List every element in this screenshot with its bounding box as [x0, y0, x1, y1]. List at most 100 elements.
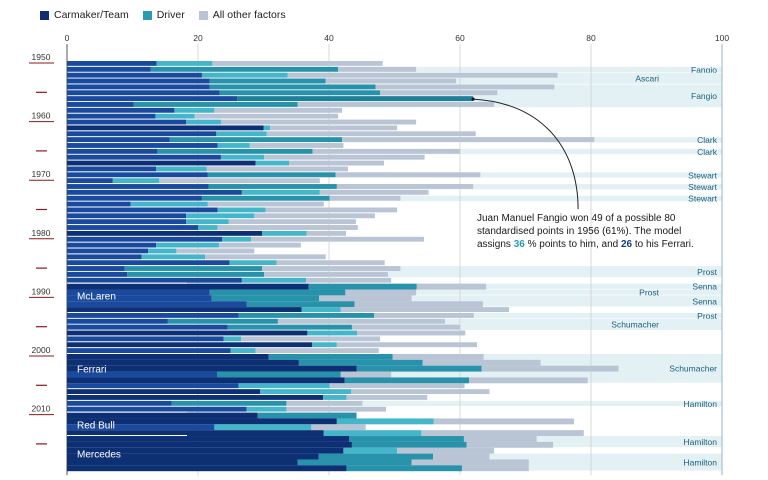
- bar-driver: [351, 441, 467, 448]
- bar-team: [67, 119, 187, 125]
- bar-team: [67, 289, 210, 296]
- legend-label: All other factors: [212, 9, 286, 21]
- bar-driver: [262, 230, 307, 236]
- annotation-line: standardised points in 1956 (61%). The m…: [477, 226, 682, 237]
- bar-other: [335, 172, 481, 178]
- bar-team: [67, 78, 210, 84]
- bar-team: [67, 96, 238, 102]
- legend-swatch-other: [198, 10, 208, 20]
- bar-other: [375, 84, 555, 90]
- bar-other: [351, 324, 460, 330]
- team-block-label: Red Bull: [77, 420, 115, 431]
- bar-other: [218, 242, 301, 248]
- champion-band: [67, 72, 722, 84]
- bar-team: [67, 107, 175, 113]
- bar-other: [421, 430, 584, 437]
- champion-band: [67, 84, 722, 108]
- bar-driver: [220, 154, 265, 160]
- bar-driver: [148, 248, 177, 254]
- bar-other: [297, 102, 495, 107]
- bar-team: [67, 207, 218, 213]
- bar-driver: [260, 389, 352, 395]
- bar-team: [67, 189, 242, 195]
- bar-team: [67, 354, 269, 360]
- bar-team: [67, 336, 224, 342]
- bar-other: [397, 447, 495, 454]
- bar-driver: [223, 336, 242, 342]
- bar-team: [67, 125, 264, 131]
- champion-label: Fangio: [691, 65, 717, 75]
- bar-driver: [130, 201, 208, 207]
- bar-driver: [344, 377, 470, 384]
- champion-label: Stewart: [688, 194, 717, 204]
- bar-other: [338, 66, 417, 72]
- bar-other: [205, 254, 326, 260]
- bar-team: [67, 143, 218, 148]
- legend-label: Driver: [156, 9, 185, 21]
- bar-driver: [186, 119, 221, 125]
- bar-driver: [255, 160, 290, 166]
- bar-team: [67, 195, 202, 201]
- bar-driver: [169, 137, 343, 143]
- bar-driver: [219, 90, 381, 96]
- bar-driver: [343, 447, 398, 454]
- bar-team: [67, 219, 187, 225]
- x-tick-label: 20: [193, 33, 203, 43]
- bar-team: [67, 178, 113, 184]
- bar-other: [206, 166, 348, 172]
- champion-label: Stewart: [688, 182, 717, 192]
- bar-team: [67, 102, 134, 107]
- bar-other: [380, 90, 498, 96]
- bar-other: [433, 418, 574, 425]
- bar-driver: [323, 395, 347, 400]
- bar-driver: [311, 342, 337, 348]
- y-tick-label: 2000: [32, 345, 51, 355]
- bar-other: [346, 395, 428, 400]
- bar-other: [254, 213, 375, 219]
- bar-other: [176, 248, 255, 254]
- bar-driver: [201, 72, 288, 78]
- bar-driver: [150, 66, 339, 72]
- bar-team: [67, 430, 324, 437]
- champion-label: Schumacher: [669, 364, 717, 374]
- bar-other: [354, 301, 483, 308]
- annotation-line: Juan Manuel Fangio won 49 of a possible …: [477, 213, 676, 224]
- bar-other: [336, 342, 478, 348]
- bar-team: [67, 277, 242, 283]
- bar-driver: [230, 348, 256, 353]
- team-block-label: Ferrari: [77, 365, 106, 376]
- bar-driver: [208, 184, 337, 189]
- bar-team: [67, 154, 221, 160]
- bar-driver: [209, 78, 326, 84]
- champion-label: Ascari: [635, 74, 659, 84]
- bar-team: [67, 307, 302, 312]
- bar-other: [357, 330, 466, 336]
- bar-driver: [298, 359, 423, 366]
- y-tick-label: 1950: [32, 52, 51, 62]
- annotation-text: assigns: [477, 239, 514, 250]
- y-tick-label: 2010: [32, 404, 51, 414]
- bar-team: [67, 84, 210, 90]
- bar-driver: [155, 113, 195, 119]
- champion-band: [67, 266, 722, 278]
- champion-label: Hamilton: [683, 437, 717, 447]
- bar-driver: [238, 383, 330, 389]
- bar-team: [67, 436, 350, 442]
- bar-other: [336, 184, 474, 189]
- annotation-driver-value: 36: [513, 239, 525, 250]
- bar-driver: [241, 277, 307, 283]
- team-block-label: McLaren: [77, 291, 116, 302]
- bar-driver: [323, 430, 422, 437]
- bar-driver: [246, 301, 355, 308]
- bar-team: [67, 266, 125, 271]
- x-tick-label: 100: [715, 33, 729, 43]
- legend: Carmaker/Team Driver All other factors: [40, 9, 286, 21]
- bar-team: [67, 90, 220, 96]
- bar-driver: [307, 330, 358, 336]
- bar-team: [67, 389, 261, 395]
- bar-other: [319, 189, 429, 195]
- bar-team: [67, 248, 149, 254]
- legend-swatch-driver: [142, 10, 152, 20]
- bar-driver: [186, 213, 255, 219]
- bar-other: [270, 125, 398, 131]
